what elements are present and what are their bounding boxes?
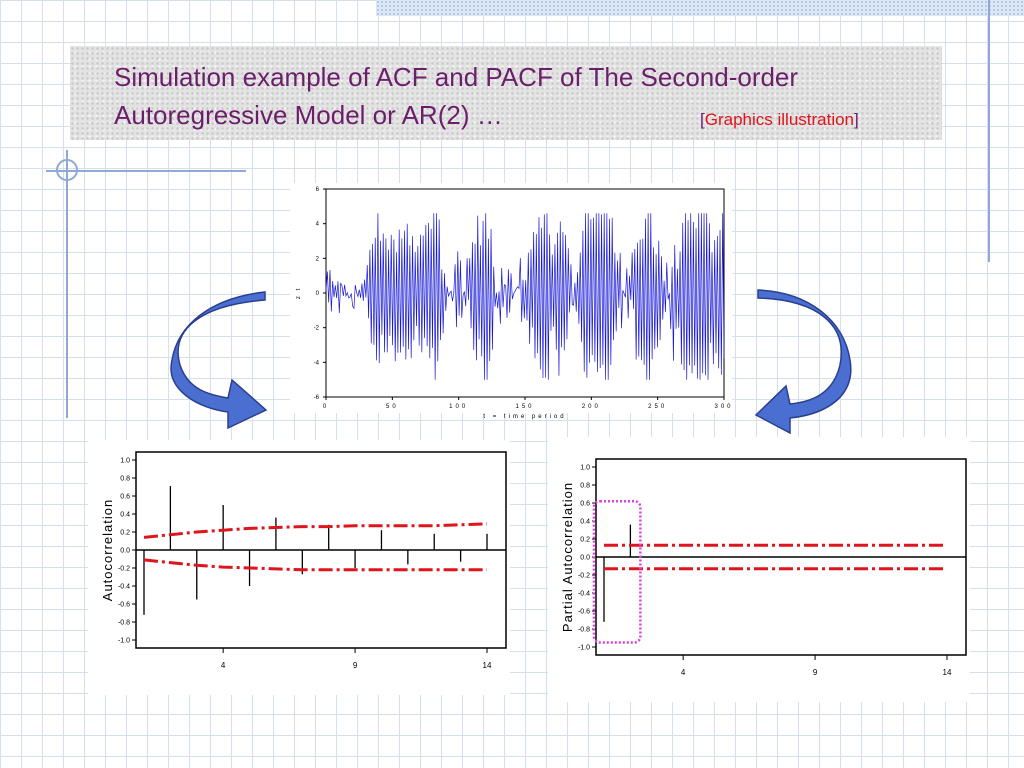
time-series-chart: -6 -4 -2 0 2 4 6 0 50 100 150 200 250 300 t = time per… bbox=[296, 187, 733, 420]
acf-ytick-label: 0.2 bbox=[120, 530, 130, 537]
pacf-ytick-label: 0.2 bbox=[580, 537, 590, 544]
acf-xtick-label: 4 bbox=[221, 661, 226, 670]
acf-ytick-label: 0.8 bbox=[120, 476, 130, 483]
pacf-ytick-label: -1.0 bbox=[578, 645, 590, 652]
acf-ytick-label: 0.4 bbox=[120, 512, 130, 519]
ts-xlabel: t = time period bbox=[483, 414, 566, 420]
ts-xtick-label: 150 bbox=[515, 404, 534, 410]
graphics-illustration-label: Graphics illustration bbox=[704, 110, 855, 129]
ts-ytick-label: 4 bbox=[316, 222, 320, 228]
acf-ytick-label: -0.6 bbox=[118, 602, 130, 609]
ts-ytick-label: -6 bbox=[314, 395, 320, 401]
ts-xtick-label: 50 bbox=[386, 404, 399, 410]
ts-ytick-label: -4 bbox=[314, 360, 320, 366]
pacf-ytick-label: 0.8 bbox=[580, 483, 590, 490]
acf-ytick-label: -0.2 bbox=[118, 566, 130, 573]
pacf-xtick-label: 4 bbox=[681, 668, 686, 677]
pacf-ytick-label: -0.6 bbox=[578, 609, 590, 616]
pacf-xtick-label: 9 bbox=[813, 668, 818, 677]
acf-ytick-label: -0.8 bbox=[118, 620, 130, 627]
bracket-close: ] bbox=[854, 110, 859, 129]
decor-left-vertical-line bbox=[66, 150, 68, 418]
ts-ytick-label: -2 bbox=[314, 326, 320, 332]
graphics-illustration-link[interactable]: [Graphics illustration] bbox=[700, 110, 859, 130]
ts-series-line bbox=[325, 213, 725, 380]
ts-xtick-label: 200 bbox=[582, 404, 601, 410]
ts-xtick-label: 0 bbox=[323, 404, 329, 410]
pacf-ytick-label: -0.8 bbox=[578, 627, 590, 634]
ts-xtick-label: 250 bbox=[648, 404, 667, 410]
acf-xtick-label: 9 bbox=[353, 661, 358, 670]
pacf-ytick-label: 0.4 bbox=[580, 519, 590, 526]
acf-chart: 1.0 0.8 0.6 0.4 0.2 0.0 -0.2 -0.4 -0.6 -0.8 -1.0 4 9… bbox=[100, 451, 507, 670]
acf-ytick-label: -1.0 bbox=[118, 638, 130, 645]
acf-xtick-label: 14 bbox=[483, 661, 492, 670]
pacf-ytick-label: -0.4 bbox=[578, 591, 590, 598]
acf-ytick-label: 1.0 bbox=[120, 458, 130, 465]
ts-ytick-label: 6 bbox=[316, 187, 320, 193]
title-box: Simulation example of ACF and PACF of Th… bbox=[70, 46, 942, 140]
pacf-ytick-label: -0.2 bbox=[578, 573, 590, 580]
pacf-ytick-label: 0.6 bbox=[580, 501, 590, 508]
acf-panel bbox=[88, 440, 510, 695]
curved-arrow-right-icon bbox=[754, 289, 852, 435]
decor-vertical-line bbox=[988, 0, 990, 262]
top-decor-band bbox=[376, 0, 1024, 16]
acf-lower-limit bbox=[143, 558, 487, 572]
ts-xtick-label: 100 bbox=[449, 404, 468, 410]
ts-ytick-label: 2 bbox=[316, 256, 320, 262]
curved-arrow-left-icon bbox=[170, 291, 268, 430]
pacf-ytick-label: 1.0 bbox=[580, 465, 590, 472]
acf-ytick-label: 0.6 bbox=[120, 494, 130, 501]
pacf-highlight-box bbox=[592, 499, 642, 644]
pacf-chart: 1.0 0.8 0.6 0.4 0.2 0.0 -0.2 -0.4 -0.6 -0.8 -1.0 4 9… bbox=[560, 458, 967, 677]
ts-ylabel: z t bbox=[296, 287, 302, 299]
acf-ytick-label: 0.0 bbox=[120, 548, 130, 555]
pacf-xtick-label: 14 bbox=[943, 668, 952, 677]
registration-mark-icon bbox=[56, 159, 78, 181]
pacf-ylabel: Partial Autocorrelation bbox=[560, 482, 575, 632]
acf-upper-limit bbox=[143, 522, 488, 539]
ts-xtick-label: 300 bbox=[714, 404, 733, 410]
slide-title-line-1: Simulation example of ACF and PACF of Th… bbox=[114, 62, 799, 92]
acf-ytick-label: -0.4 bbox=[118, 584, 130, 591]
ts-ytick-label: 0 bbox=[316, 291, 320, 297]
decor-horizontal-line bbox=[46, 170, 246, 172]
bracket-open: [ bbox=[700, 110, 705, 129]
acf-ylabel: Autocorrelation bbox=[100, 499, 115, 601]
pacf-ytick-label: 0.0 bbox=[580, 555, 590, 562]
slide-title-line-2: Autoregressive Model or AR(2) … bbox=[114, 100, 503, 130]
